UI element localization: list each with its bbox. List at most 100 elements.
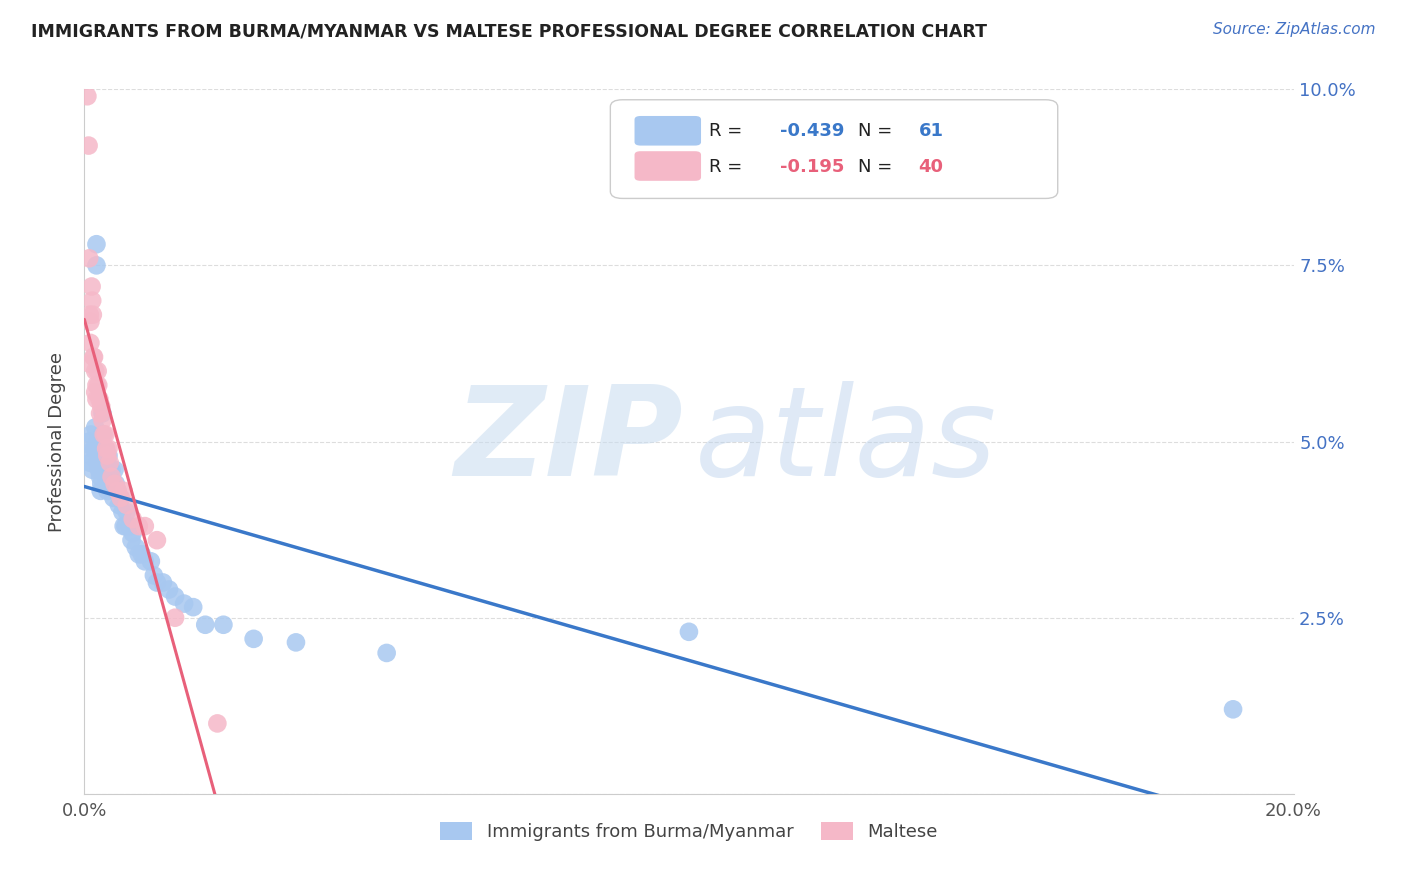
Point bbox=[139, 554, 162, 568]
Point bbox=[90, 399, 112, 413]
Point bbox=[94, 427, 117, 442]
FancyBboxPatch shape bbox=[610, 100, 1057, 198]
Point bbox=[115, 498, 138, 512]
Point bbox=[80, 279, 103, 293]
Text: N =: N = bbox=[858, 158, 898, 176]
Text: -0.195: -0.195 bbox=[780, 158, 844, 176]
Point bbox=[194, 617, 217, 632]
Point bbox=[114, 519, 136, 533]
Text: R =: R = bbox=[710, 158, 748, 176]
Point bbox=[212, 617, 235, 632]
Point bbox=[89, 392, 111, 407]
Point bbox=[104, 476, 127, 491]
Point bbox=[79, 308, 101, 322]
Text: N =: N = bbox=[858, 122, 898, 140]
Point bbox=[121, 533, 143, 548]
Point bbox=[84, 442, 107, 456]
Point bbox=[84, 420, 107, 434]
Point bbox=[76, 89, 98, 103]
Point bbox=[89, 406, 111, 420]
Point bbox=[84, 364, 107, 378]
Point bbox=[80, 427, 103, 442]
Point bbox=[82, 308, 104, 322]
Point bbox=[146, 533, 169, 548]
Point bbox=[181, 600, 204, 615]
Point bbox=[79, 335, 101, 350]
Point bbox=[108, 498, 131, 512]
Point bbox=[86, 378, 108, 392]
FancyBboxPatch shape bbox=[634, 116, 702, 145]
Text: IMMIGRANTS FROM BURMA/MYANMAR VS MALTESE PROFESSIONAL DEGREE CORRELATION CHART: IMMIGRANTS FROM BURMA/MYANMAR VS MALTESE… bbox=[31, 22, 987, 40]
Point bbox=[142, 568, 165, 582]
Point bbox=[97, 449, 120, 463]
Point bbox=[84, 385, 107, 400]
Point bbox=[101, 476, 124, 491]
Text: R =: R = bbox=[710, 122, 748, 140]
Text: 40: 40 bbox=[918, 158, 943, 176]
Point bbox=[79, 456, 101, 470]
Point bbox=[112, 519, 135, 533]
Point bbox=[242, 632, 264, 646]
Point bbox=[86, 237, 108, 252]
Point bbox=[121, 512, 143, 526]
Point bbox=[98, 476, 121, 491]
Point bbox=[134, 554, 156, 568]
Point bbox=[91, 413, 114, 427]
Point bbox=[86, 434, 108, 449]
Point bbox=[107, 483, 129, 498]
FancyBboxPatch shape bbox=[634, 152, 702, 181]
Point bbox=[157, 582, 180, 597]
Point bbox=[165, 590, 187, 604]
Point bbox=[82, 463, 104, 477]
Y-axis label: Professional Degree: Professional Degree bbox=[48, 351, 66, 532]
Point bbox=[375, 646, 398, 660]
Point bbox=[97, 442, 120, 456]
Point bbox=[79, 315, 101, 329]
Point bbox=[93, 463, 115, 477]
Point bbox=[82, 293, 104, 308]
Point bbox=[112, 483, 135, 498]
Point bbox=[107, 483, 129, 498]
Point bbox=[94, 442, 117, 456]
Point bbox=[207, 716, 229, 731]
Text: Source: ZipAtlas.com: Source: ZipAtlas.com bbox=[1212, 22, 1375, 37]
Point bbox=[82, 350, 104, 364]
Text: atlas: atlas bbox=[695, 381, 997, 502]
Point bbox=[89, 442, 111, 456]
Point bbox=[91, 427, 114, 442]
Point bbox=[152, 575, 174, 590]
Point bbox=[90, 476, 112, 491]
Point bbox=[110, 491, 132, 505]
Point bbox=[128, 519, 150, 533]
Point bbox=[115, 505, 138, 519]
Text: 61: 61 bbox=[918, 122, 943, 140]
Point bbox=[93, 427, 115, 442]
Point bbox=[86, 456, 108, 470]
Point bbox=[121, 526, 143, 541]
Point bbox=[86, 364, 108, 378]
Point bbox=[96, 449, 118, 463]
Point bbox=[111, 505, 134, 519]
Point bbox=[94, 442, 117, 456]
Point bbox=[103, 491, 125, 505]
Point bbox=[96, 483, 118, 498]
Point bbox=[285, 635, 308, 649]
Point bbox=[118, 519, 141, 533]
Point bbox=[79, 449, 101, 463]
Point bbox=[86, 392, 108, 407]
Point bbox=[77, 138, 100, 153]
Point bbox=[131, 547, 153, 561]
Point bbox=[104, 463, 127, 477]
Point bbox=[94, 469, 117, 483]
Point bbox=[77, 252, 100, 266]
Point bbox=[678, 624, 700, 639]
Text: ZIP: ZIP bbox=[454, 381, 683, 502]
Text: -0.439: -0.439 bbox=[780, 122, 844, 140]
Point bbox=[100, 463, 122, 477]
Point bbox=[82, 442, 104, 456]
Point bbox=[87, 463, 110, 477]
Point bbox=[146, 575, 169, 590]
Point bbox=[79, 357, 101, 371]
Point bbox=[93, 449, 115, 463]
Point bbox=[125, 540, 148, 554]
